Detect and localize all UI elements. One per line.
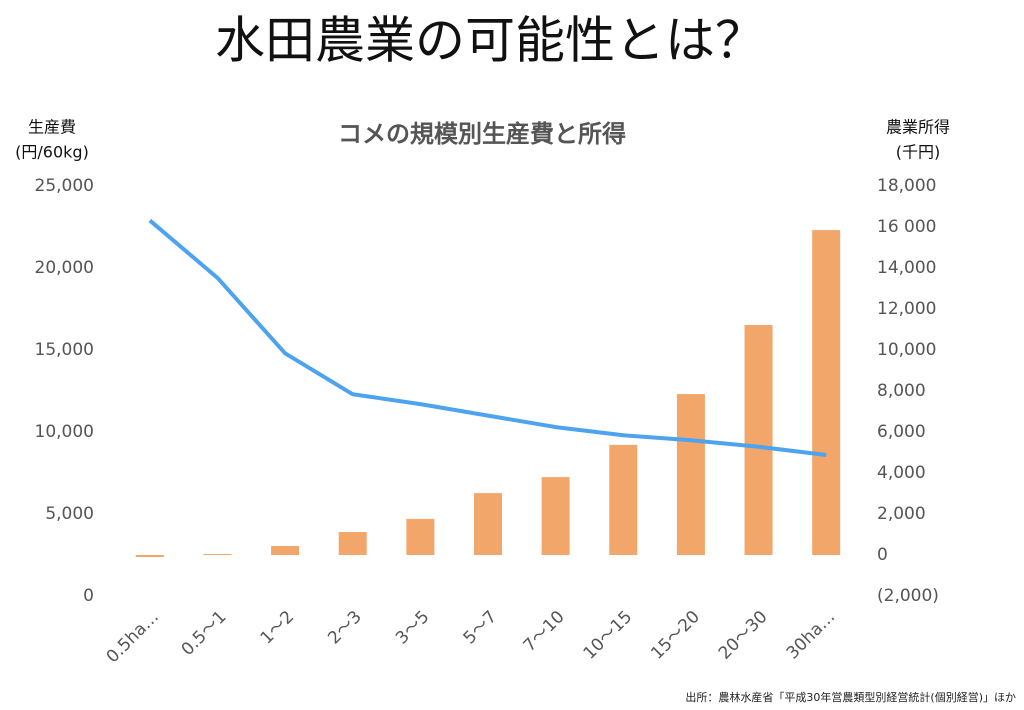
x-tick-label: 1〜2 [257,607,298,648]
y2-tick-label: 2,000 [877,504,926,524]
y-tick-label: 0 [83,586,94,606]
y-tick-label: 10,000 [35,422,94,442]
chart-title: コメの規模別生産費と所得 [338,120,626,148]
y2-tick-label: 14,000 [877,258,936,278]
y-tick-label: 15,000 [35,340,94,360]
x-tick-label: 20〜30 [715,607,772,664]
y-axis-label: 生産費 [28,118,76,137]
bar [812,230,841,555]
y2-tick-label: 18,000 [877,176,936,196]
y2-tick-label: 8,000 [877,381,926,401]
bar [744,324,773,555]
x-tick-label: 15〜20 [647,607,704,664]
y2-axis-label: 農業所得 [886,118,950,137]
x-tick-label: 0.5ha… [103,607,163,667]
y2-tick-label: 0 [877,545,888,565]
y-tick-label: 25,000 [35,176,94,196]
x-tick-label: 7〜10 [520,607,569,656]
page-title: 水田農業の可能性とは？ [215,12,765,70]
bar [609,444,638,555]
y2-tick-label: 12,000 [877,299,936,319]
bar [406,518,435,555]
y2-tick-label: 10,000 [877,340,936,360]
x-tick-label: 5〜7 [460,607,501,648]
bar [271,545,300,555]
y2-tick-label: 16 000 [877,217,936,237]
x-tick-label: 3〜5 [392,607,433,648]
x-tick-label: 10〜15 [580,607,637,664]
source-note: 出所：農林水産省「平成30年営農類型別経営統計(個別経営)」ほか [685,690,1016,704]
y2-tick-label: (2,000) [877,586,939,606]
bar [676,394,705,555]
y2-tick-label: 4,000 [877,463,926,483]
y2-tick-label: 6,000 [877,422,926,442]
y2-axis-label: (千円) [896,143,941,162]
bar [474,493,502,555]
bar [541,477,570,555]
x-tick-label: 2〜3 [324,607,365,648]
bar [135,555,164,558]
line [148,218,827,457]
bar [338,532,367,555]
x-tick-label: 0.5〜1 [178,607,231,660]
y-tick-label: 20,000 [35,258,94,278]
bar [203,553,232,555]
y-tick-label: 5,000 [45,504,94,524]
x-tick-label: 30ha… [783,607,839,663]
y-axis-label: (円/60kg) [15,143,89,162]
